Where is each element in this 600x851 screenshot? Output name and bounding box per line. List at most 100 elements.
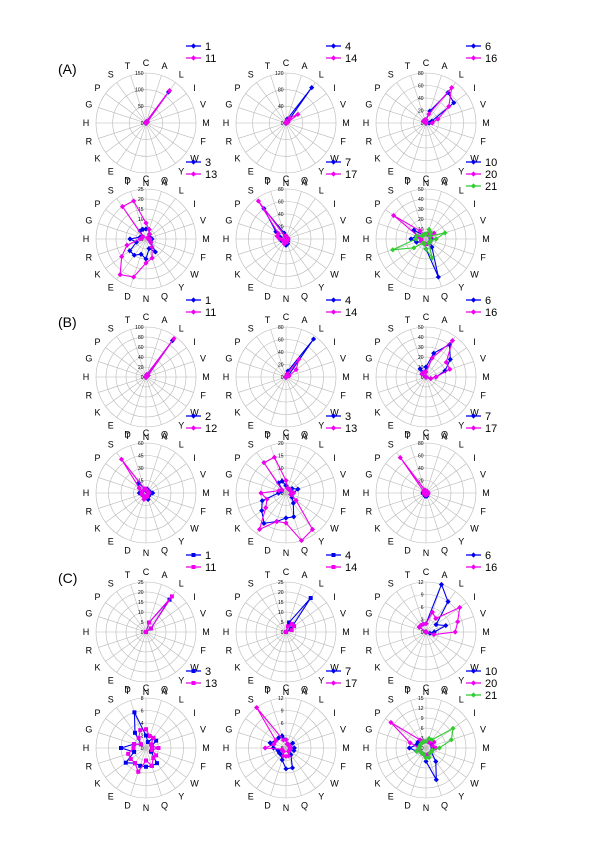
grid-spoke — [245, 631, 287, 662]
category-label: P — [374, 83, 380, 93]
category-label: V — [480, 470, 486, 480]
legend-label: 7 — [485, 411, 491, 423]
category-label: G — [225, 216, 232, 226]
data-point — [279, 733, 285, 739]
category-label: G — [225, 354, 232, 364]
category-label: E — [108, 421, 114, 431]
grid-spoke — [256, 122, 287, 164]
data-point — [435, 274, 441, 280]
grid-spoke — [425, 122, 456, 164]
grid-spoke — [145, 631, 162, 680]
category-label: Y — [318, 167, 324, 177]
legend-label: 3 — [345, 411, 351, 423]
tick-label: 40 — [418, 466, 424, 472]
legend-label: 7 — [345, 666, 351, 678]
category-label: T — [125, 61, 131, 71]
data-point — [429, 120, 435, 126]
grid-spoke — [285, 223, 334, 240]
data-point — [155, 761, 160, 766]
tick-label: 40 — [418, 335, 424, 341]
data-point — [426, 240, 432, 246]
category-label: E — [108, 167, 114, 177]
data-point — [407, 740, 413, 746]
legend-marker — [470, 425, 477, 431]
tick-label: 5 — [281, 620, 284, 626]
category-label: R — [226, 391, 233, 401]
grid-spoke — [98, 238, 147, 255]
legend-marker — [470, 43, 477, 49]
grid-spoke — [130, 329, 147, 378]
data-point — [276, 735, 282, 741]
data-point — [428, 229, 434, 236]
category-label: W — [190, 523, 199, 533]
radar-chart: CALIVMFWYQNDEKRHGPST020406080717 — [223, 157, 358, 304]
grid-spoke — [425, 631, 442, 680]
grid-spoke — [425, 122, 474, 139]
category-label: M — [482, 743, 490, 753]
data-point — [146, 226, 152, 233]
category-label: E — [248, 421, 254, 431]
data-point — [284, 116, 290, 122]
data-point — [124, 242, 130, 248]
data-point — [285, 368, 291, 374]
data-point — [309, 85, 315, 91]
legend-label: 4 — [345, 295, 351, 307]
data-point — [310, 336, 317, 342]
data-point — [413, 748, 420, 754]
grid-spoke — [145, 107, 194, 124]
legend-label: 1 — [205, 41, 211, 53]
data-point — [420, 621, 427, 627]
grid-spoke — [285, 445, 302, 494]
grid-spoke — [425, 376, 474, 393]
grid-spoke — [145, 198, 176, 240]
category-label: N — [143, 687, 150, 697]
category-label: F — [340, 507, 346, 517]
grid-spoke — [105, 209, 147, 240]
legend-label: 21 — [485, 181, 497, 193]
category-label: L — [319, 324, 324, 334]
category-label: A — [302, 177, 308, 187]
grid-spoke — [105, 347, 147, 378]
category-label: V — [200, 216, 206, 226]
category-label: N — [283, 178, 290, 188]
grid-spoke — [145, 631, 194, 648]
data-point — [309, 526, 316, 533]
grid-spoke — [425, 376, 467, 407]
category-label: M — [342, 372, 350, 382]
grid-spoke — [105, 93, 147, 124]
data-point — [138, 763, 143, 768]
legend-marker — [191, 669, 196, 673]
grid-spoke — [145, 329, 162, 378]
grid-spoke — [425, 492, 456, 534]
grid-spoke — [385, 93, 427, 124]
data-point — [388, 719, 394, 726]
grid-spoke — [105, 376, 147, 407]
category-label: D — [404, 429, 411, 439]
grid-spoke — [410, 492, 427, 541]
data-point — [279, 487, 285, 493]
data-point — [415, 739, 421, 745]
data-point — [171, 335, 177, 342]
grid-spoke — [285, 376, 334, 393]
tick-label: 10 — [278, 466, 284, 472]
category-label: H — [363, 234, 370, 244]
tick-label: 60 — [278, 199, 284, 205]
category-label: P — [234, 708, 240, 718]
category-label: S — [388, 579, 394, 589]
category-label: G — [365, 609, 372, 619]
data-point — [457, 604, 463, 611]
data-point — [413, 236, 419, 242]
category-label: N — [143, 178, 150, 188]
data-point — [291, 514, 297, 520]
grid-spoke — [285, 747, 327, 778]
tick-label: 10 — [138, 217, 144, 223]
grid-spoke — [425, 238, 442, 287]
grid-spoke — [145, 122, 187, 153]
category-label: H — [223, 118, 230, 128]
grid-spoke — [425, 492, 467, 523]
data-point — [261, 460, 267, 466]
category-label: E — [108, 792, 114, 802]
grid-spoke — [425, 477, 474, 494]
category-label: M — [342, 627, 350, 637]
